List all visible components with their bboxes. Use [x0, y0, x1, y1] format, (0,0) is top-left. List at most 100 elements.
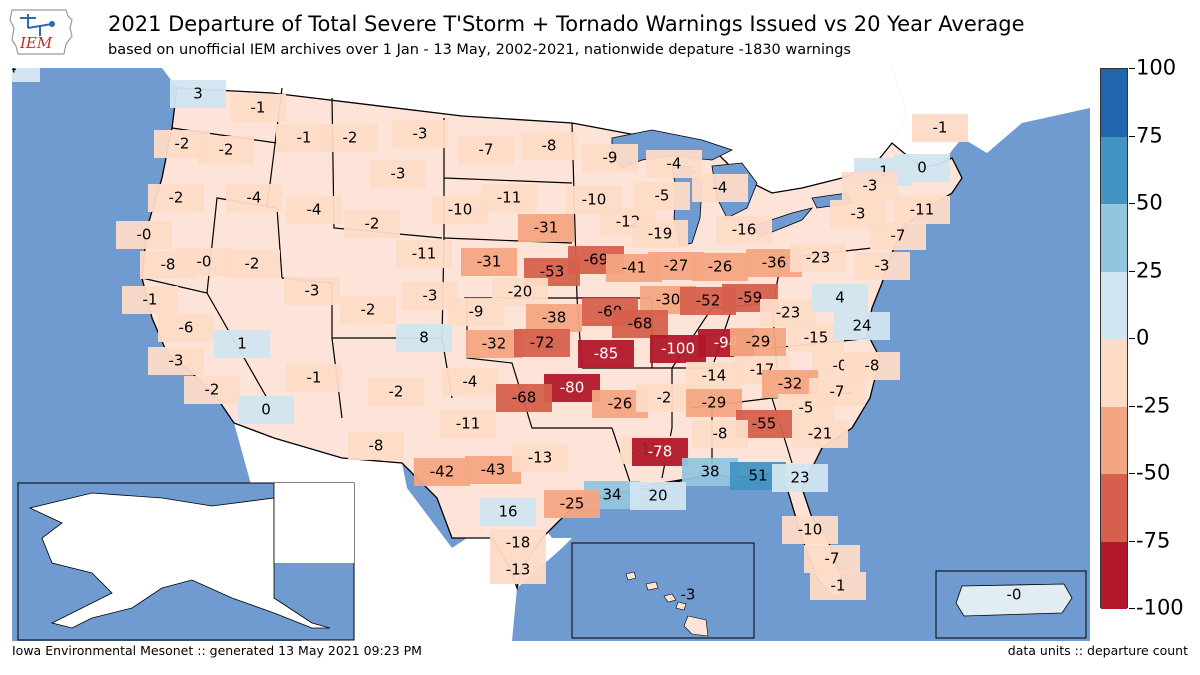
office-departure-label: -4 — [247, 189, 262, 207]
office-area-fill — [854, 252, 910, 280]
office-departure-label: -4 — [667, 155, 682, 173]
office-departure-label: -16 — [732, 221, 757, 239]
office-area-fill — [170, 80, 226, 108]
office-area-fill — [392, 120, 448, 148]
colorbar-tick-mark — [1129, 135, 1135, 137]
colorbar-segment — [1101, 204, 1127, 272]
office-departure-label: 1 — [237, 335, 247, 353]
office-departure-label: -32 — [778, 375, 803, 393]
office-departure-label: -36 — [762, 254, 787, 272]
office-area-fill — [322, 124, 378, 152]
office-area-fill — [214, 330, 270, 358]
office-area-fill — [238, 396, 294, 424]
office-area-fill — [730, 328, 786, 356]
office-area-fill — [116, 221, 172, 249]
office-area-fill — [122, 286, 178, 314]
footer-units-note: data units :: departure count — [1007, 643, 1188, 658]
office-departure-label: -1 — [933, 119, 948, 137]
office-departure-label: -72 — [530, 334, 555, 352]
office-departure-label: -21 — [808, 425, 833, 443]
office-area-fill — [692, 253, 748, 281]
colorbar-tick-mark — [1129, 608, 1135, 609]
office-departure-label: -42 — [430, 463, 455, 481]
hawaii-departure-label: -3 — [681, 586, 696, 604]
office-area-fill — [521, 132, 577, 160]
office-departure-label: 3 — [193, 85, 203, 103]
colorbar-tick-mark — [1129, 540, 1135, 542]
office-area-fill — [368, 378, 424, 406]
colorbar-segment — [1101, 136, 1127, 204]
office-departure-label: -3 — [875, 257, 890, 275]
office-departure-label: -68 — [628, 315, 653, 333]
office-area-fill — [480, 498, 536, 526]
colorbar-tick-label: 75 — [1136, 123, 1163, 147]
office-departure-label: -26 — [708, 258, 733, 276]
office-area-fill — [286, 196, 342, 224]
office-area-fill — [682, 458, 738, 486]
office-area-fill — [286, 364, 342, 392]
office-area-fill — [396, 324, 452, 352]
office-departure-label: -2 — [361, 301, 376, 319]
office-departure-label: -100 — [661, 340, 695, 358]
office-area-fill — [344, 210, 400, 238]
office-departure-label: -69 — [584, 251, 609, 269]
office-area-fill — [716, 216, 772, 244]
office-departure-label: -1 — [307, 369, 322, 387]
office-departure-label: 24 — [852, 317, 871, 335]
office-area-fill — [544, 374, 600, 402]
office-departure-label: -13 — [506, 561, 531, 579]
office-departure-label: -2 — [389, 383, 404, 401]
office-departure-label: -4 — [307, 201, 322, 219]
office-departure-label: -8 — [161, 256, 176, 274]
office-departure-label: -7 — [479, 141, 494, 159]
colorbar-segment — [1101, 474, 1127, 542]
office-departure-label: -11 — [910, 201, 935, 219]
office-labels: 3-1-2 -2-1 -2 -3-7 -8-9 -4-3-2 -4-4-11-10-5 -4-… — [12, 68, 968, 600]
office-area-fill — [230, 94, 286, 122]
office-area-fill — [772, 464, 828, 492]
office-departure-label: -0 — [833, 357, 848, 375]
office-area-fill — [650, 335, 706, 363]
office-area-fill — [414, 458, 470, 486]
office-area-fill — [184, 376, 240, 404]
office-departure-label: 23 — [790, 469, 809, 487]
office-area-fill — [582, 144, 638, 172]
office-departure-label: -7 — [891, 227, 906, 245]
office-area-fill — [148, 347, 204, 375]
office-departure-label: 4 — [835, 289, 845, 307]
colorbar — [1100, 68, 1128, 609]
office-area-fill — [812, 284, 868, 312]
office-area-fill — [526, 304, 582, 332]
office-area-fill — [686, 362, 742, 390]
office-departure-label: -11 — [412, 245, 437, 263]
office-area-fill — [634, 182, 690, 210]
canada-east-land — [892, 68, 1090, 168]
colorbar-tick-label: -100 — [1136, 595, 1184, 620]
colorbar-segment — [1101, 271, 1127, 339]
office-departure-label: 51 — [748, 467, 767, 485]
office-area-fill — [792, 420, 848, 448]
office-area-fill — [176, 248, 232, 276]
office-departure-label: -23 — [806, 249, 831, 267]
office-departure-label: -80 — [560, 379, 585, 397]
office-departure-label: -9 — [603, 149, 618, 167]
office-departure-label: -30 — [656, 291, 681, 309]
puerto-rico-departure-label: -0 — [1007, 586, 1022, 604]
office-departure-label: -31 — [534, 219, 559, 237]
iem-logo: IEM — [9, 9, 73, 55]
map-title: 2021 Departure of Total Severe T'Storm +… — [108, 12, 1025, 36]
office-area-fill — [148, 184, 204, 212]
hawaii-inset — [571, 542, 755, 639]
colorbar-tick-mark — [1129, 338, 1135, 339]
office-departure-label: -0 — [137, 226, 152, 244]
office-area-fill — [224, 250, 280, 278]
office-departure-label: -53 — [540, 263, 565, 281]
office-departure-label: -31 — [477, 253, 502, 271]
colorbar-tick-mark — [1129, 68, 1135, 69]
alaska-inset — [17, 482, 355, 641]
office-area-fill — [461, 248, 517, 276]
office-departure-label: -13 — [528, 449, 553, 467]
office-departure-label: 16 — [498, 503, 517, 521]
office-departure-label: -7 — [825, 550, 840, 568]
office-departure-label: -23 — [776, 304, 801, 322]
